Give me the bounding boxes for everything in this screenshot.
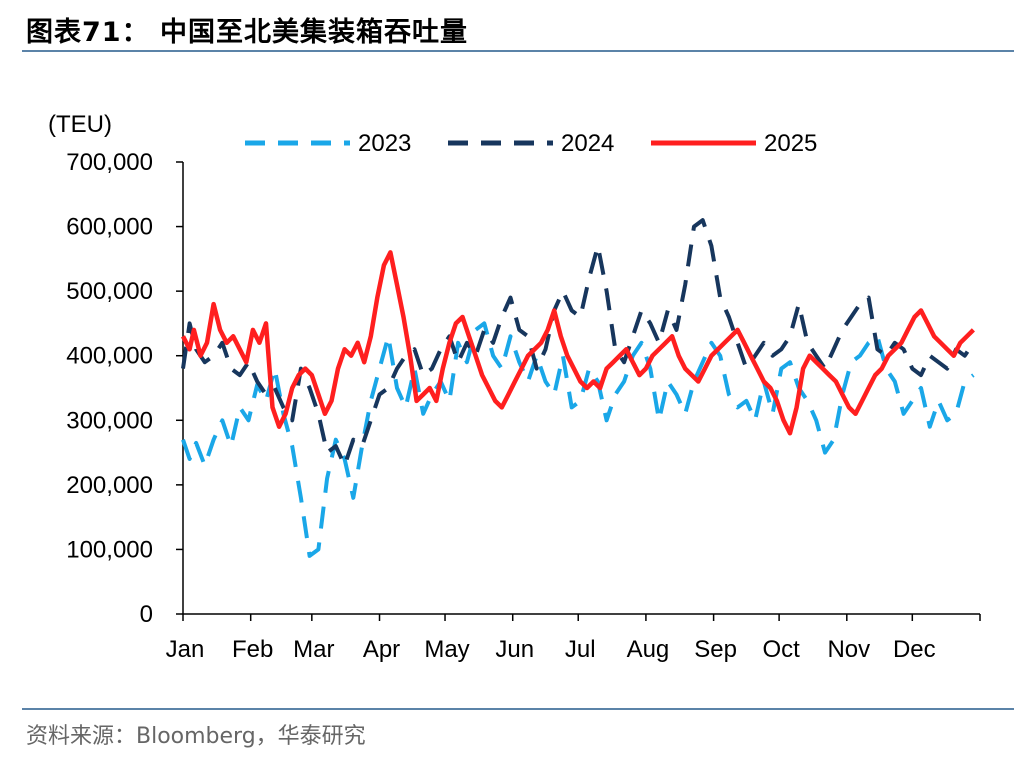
legend-label-2024: 2024 [561,130,614,157]
legend-label-2025: 2025 [764,130,817,157]
y-tick-label: 100,000 [66,536,153,563]
source-note: 资料来源：Bloomberg，华泰研究 [26,724,366,749]
y-tick-label: 600,000 [66,214,153,241]
x-tick-label: Jun [495,636,534,663]
x-tick-label: May [424,636,469,663]
x-tick-label: Mar [293,636,334,663]
x-tick-label: Oct [762,636,800,663]
x-tick-label: Sep [694,636,737,663]
y-tick-label: 200,000 [66,472,153,499]
bottom-rule [22,708,1014,710]
x-tick-label: Nov [827,636,870,663]
series-group [180,218,976,558]
y-tick-label: 0 [140,601,153,628]
x-tick-label: Feb [232,636,273,663]
x-tick-label: Jan [166,636,205,663]
y-tick-label: 300,000 [66,407,153,434]
series-line-2025 [180,250,975,436]
y-tick-label: 400,000 [66,343,153,370]
series-line-2024 [181,218,976,468]
x-tick-label: Apr [363,636,400,663]
x-tick-label: Dec [893,636,936,663]
y-axis-label: (TEU) [48,111,112,138]
series-line-2023 [181,321,975,558]
chart-title: 图表71： 中国至北美集装箱吞吐量 [26,17,468,48]
top-rule [22,50,1014,52]
x-tick-label: Jul [565,636,596,663]
axes: (TEU) 0 100,000 200,000 300,000 400,000 500,00… [48,111,981,663]
legend: 2023 2024 2025 [245,130,817,157]
y-tick-label: 700,000 [66,149,153,176]
legend-label-2023: 2023 [358,130,411,157]
y-tick-label: 500,000 [66,278,153,305]
x-tick-label: Aug [627,636,670,663]
